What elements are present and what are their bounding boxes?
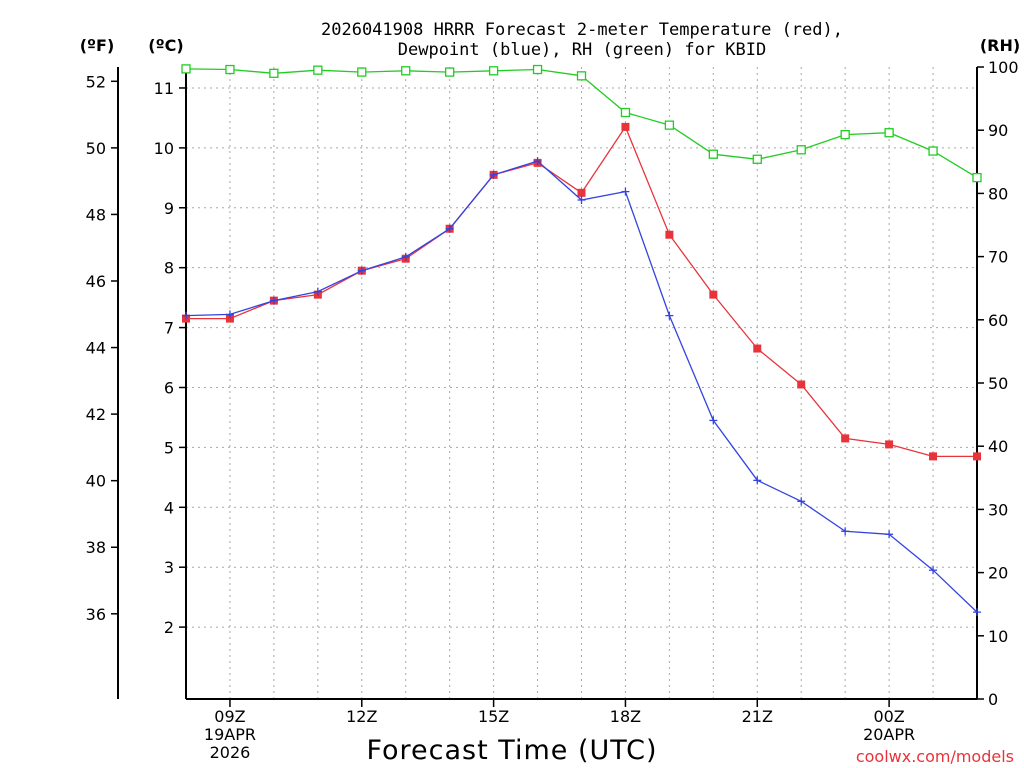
rh-point	[928, 146, 938, 156]
dewpoint-point	[357, 266, 366, 275]
rh-tick-label: 0	[988, 690, 998, 709]
rh-point	[884, 128, 894, 138]
rh-point	[796, 145, 806, 155]
axes: 2 3 4 5 6 7 8 9 10 11 36 38 40 42 44 46 48 50 52 0 10 20 30 40 5…	[86, 58, 1019, 762]
celsius-tick-label: 11	[154, 79, 174, 98]
celsius-tick-label: 9	[164, 199, 174, 218]
rh-point	[357, 67, 367, 77]
dewpoint-point	[753, 476, 762, 485]
x-tick-label: 00Z	[873, 707, 904, 726]
temperature-point	[225, 314, 234, 323]
x-tick-label: 21Z	[742, 707, 773, 726]
dewpoint-point	[797, 497, 806, 506]
rh-point	[708, 149, 718, 159]
fahrenheit-tick-label: 50	[86, 139, 106, 158]
celsius-tick-label: 6	[164, 378, 174, 397]
fahrenheit-tick-label: 44	[86, 339, 106, 358]
rh-point	[225, 64, 235, 75]
x-axis-label: Forecast Time (UTC)	[366, 735, 657, 766]
rh-tick-label: 70	[988, 248, 1008, 267]
celsius-tick-label: 7	[164, 319, 174, 338]
dewpoint-point	[709, 416, 718, 425]
temperature-point	[621, 122, 630, 131]
fahrenheit-tick-label: 46	[86, 272, 106, 291]
dewpoint-point	[577, 195, 586, 204]
rh-point	[488, 66, 499, 76]
rh-tick-label: 60	[988, 311, 1008, 330]
dewpoint-point	[225, 310, 234, 319]
rh-tick-label: 90	[988, 121, 1008, 140]
dewpoint-point	[929, 566, 938, 575]
x-tick-label: 20APR	[863, 725, 915, 744]
rh-point	[972, 172, 982, 183]
temperature-point	[929, 452, 938, 461]
dewpoint-point	[841, 527, 850, 536]
rh-point	[576, 71, 587, 81]
x-tick-label: 09Z	[214, 707, 245, 726]
fahrenheit-unit-label: (ºF)	[80, 36, 115, 55]
x-tick-label: 18Z	[610, 707, 641, 726]
fahrenheit-tick-label: 42	[86, 405, 106, 424]
temperature-point	[665, 230, 674, 239]
grid-lines	[186, 67, 977, 699]
dewpoint-point	[621, 187, 630, 196]
temperature-point	[885, 440, 894, 449]
rh-tick-label: 40	[988, 437, 1008, 456]
celsius-tick-label: 2	[164, 618, 174, 637]
rh-point	[313, 65, 323, 75]
celsius-tick-label: 5	[164, 438, 174, 457]
celsius-tick-label: 10	[154, 139, 174, 158]
temperature-point	[709, 290, 718, 299]
dewpoint-point	[885, 530, 894, 539]
rh-point	[269, 68, 279, 78]
celsius-tick-label: 3	[164, 558, 174, 577]
rh-point	[664, 120, 675, 130]
rh-tick-label: 50	[988, 374, 1008, 393]
fahrenheit-tick-label: 52	[86, 72, 106, 91]
x-tick-label: 2026	[210, 743, 251, 762]
dewpoint-point	[445, 224, 454, 233]
temperature-point	[753, 344, 762, 353]
rh-point	[620, 107, 631, 118]
fahrenheit-tick-label: 40	[86, 472, 106, 491]
celsius-tick-label: 4	[164, 498, 174, 517]
dewpoint-point	[313, 287, 322, 296]
dewpoint-point	[665, 311, 674, 320]
x-tick-label: 19APR	[204, 725, 256, 744]
temperature-point	[841, 434, 850, 443]
rh-point	[181, 64, 191, 74]
celsius-unit-label: (ºC)	[148, 36, 183, 55]
credit-text: coolwx.com/models	[856, 747, 1014, 766]
rh-tick-label: 30	[988, 500, 1008, 519]
dewpoint-point	[182, 311, 190, 320]
dewpoint-point	[489, 170, 498, 179]
rh-tick-label: 20	[988, 564, 1008, 583]
x-tick-label: 12Z	[346, 707, 377, 726]
rh-point	[401, 66, 411, 76]
dewpoint-point	[401, 252, 410, 261]
chart-title-line2: Dewpoint (blue), RH (green) for KBID	[398, 40, 766, 60]
rh-tick-label: 10	[988, 627, 1008, 646]
rh-point	[445, 67, 455, 77]
dewpoint-point	[533, 157, 542, 166]
series-layer	[181, 64, 982, 617]
fahrenheit-tick-label: 36	[86, 605, 106, 624]
rh-unit-label: (RH)	[980, 36, 1020, 55]
fahrenheit-tick-label: 38	[86, 538, 106, 557]
rh-point	[532, 64, 543, 75]
celsius-tick-label: 8	[164, 259, 174, 278]
dewpoint-point	[269, 296, 278, 305]
chart-title-line1: 2026041908 HRRR Forecast 2-meter Tempera…	[321, 20, 843, 40]
rh-point	[840, 129, 850, 140]
rh-point	[752, 154, 762, 164]
temperature-point	[973, 452, 981, 461]
temperature-point	[577, 188, 586, 197]
fahrenheit-tick-label: 48	[86, 205, 106, 224]
rh-tick-label: 80	[988, 184, 1008, 203]
x-tick-label: 15Z	[478, 707, 509, 726]
rh-tick-label: 100	[988, 58, 1019, 77]
temperature-point	[797, 380, 806, 389]
dewpoint-point	[973, 608, 981, 617]
